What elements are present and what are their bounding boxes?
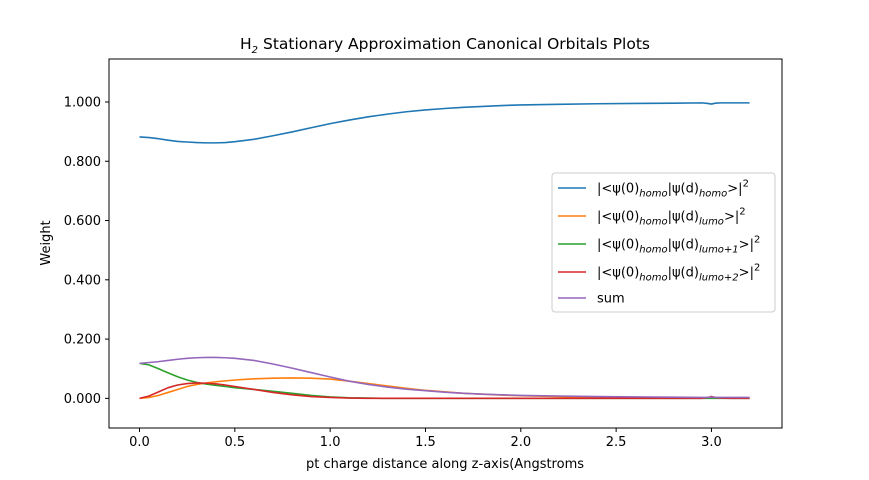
x-axis-label: pt charge distance along z-axis(Angstrom… (306, 457, 584, 472)
x-tick-label: 1.5 (415, 435, 436, 450)
x-axis-ticks: 0.0 0.5 1.0 1.5 2.0 2.5 3.0 (129, 428, 722, 450)
plot-area: 0.0 0.5 1.0 1.5 2.0 2.5 3.0 0.000 0.200 0.400 0.6… (64, 58, 783, 450)
y-tick-label: 0.000 (64, 392, 101, 407)
x-tick-label: 2.5 (606, 435, 627, 450)
y-axis-label: Weight (39, 220, 54, 265)
x-tick-label: 0.5 (224, 435, 245, 450)
y-tick-label: 0.600 (64, 214, 101, 229)
y-axis-ticks: 0.000 0.200 0.400 0.600 0.800 1.000 (64, 95, 109, 407)
x-tick-label: 3.0 (701, 435, 722, 450)
x-tick-label: 2.0 (510, 435, 531, 450)
series-lines (139, 102, 750, 400)
series-line-0 (139, 102, 750, 144)
series-line-4 (139, 356, 750, 399)
legend-entries: |<ψ(0)homo|ψ(d)homo>|2 |<ψ(0)homo|ψ(d)lum… (558, 179, 760, 307)
legend-box (551, 172, 776, 313)
legend-label-4: sum (597, 292, 625, 307)
legend-label-1: |<ψ(0)homo|ψ(d)lumo>|2 (597, 207, 746, 228)
y-tick-label: 0.200 (64, 333, 101, 348)
legend: |<ψ(0)homo|ψ(d)homo>|2 |<ψ(0)homo|ψ(d)lum… (551, 172, 776, 313)
axes-frame (108, 58, 783, 429)
y-tick-label: 1.000 (64, 95, 101, 110)
x-tick-label: 1.0 (320, 435, 341, 450)
legend-label-2: |<ψ(0)homo|ψ(d)lumo+1>|2 (597, 235, 760, 256)
legend-label-3: |<ψ(0)homo|ψ(d)lumo+2>|2 (597, 263, 760, 284)
x-tick-label: 0.0 (129, 435, 150, 450)
y-tick-label: 0.400 (64, 273, 101, 288)
chart-title: H2 Stationary Approximation Canonical Or… (240, 35, 650, 56)
series-line-3 (139, 382, 750, 400)
y-tick-label: 0.800 (64, 155, 101, 170)
legend-label-0: |<ψ(0)homo|ψ(d)homo>|2 (597, 179, 749, 200)
